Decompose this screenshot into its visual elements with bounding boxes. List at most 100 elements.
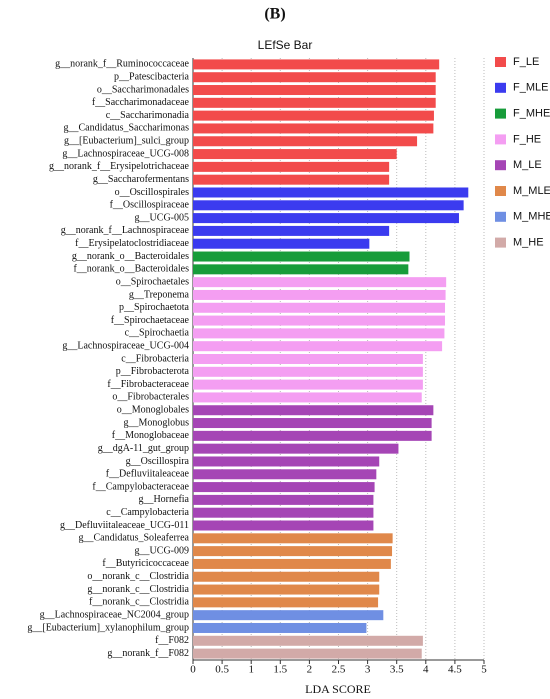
chart-subtitle: LEfSe Bar	[258, 38, 313, 52]
category-label: f__Butyricicoccaceae	[102, 558, 189, 569]
category-label: g__UCG-005	[135, 212, 189, 223]
category-label: g__Hornefia	[138, 494, 189, 505]
category-label: g__Lachnospiraceae_NC2004_group	[40, 609, 189, 620]
legend-swatch	[495, 160, 506, 171]
x-tick-label: 1	[248, 664, 254, 676]
category-label: g__dgA-11_gut_group	[98, 443, 189, 454]
category-label: g__Candidatus_Soleaferrea	[78, 533, 189, 544]
category-label: g__Lachnospiraceae_UCG-004	[62, 340, 189, 351]
category-label: c__Spirochaetia	[125, 328, 190, 339]
x-tick-label: 0	[190, 664, 196, 676]
category-label: g__Treponema	[129, 289, 190, 300]
bar	[193, 494, 374, 505]
chart-title: (B)	[264, 6, 285, 23]
x-tick-label: 0.5	[215, 664, 229, 676]
bar	[193, 251, 410, 262]
x-tick-label: 2.5	[332, 664, 346, 676]
category-label: p__Fibrobacterota	[116, 366, 190, 377]
legend-label: M_MLE	[513, 185, 550, 197]
x-tick-label: 4	[423, 664, 429, 676]
x-tick-label: 2	[307, 664, 313, 676]
x-tick-label: 3	[365, 664, 371, 676]
category-label: o__Spirochaetales	[116, 276, 189, 287]
bar	[193, 315, 446, 326]
bar	[193, 264, 409, 275]
bar	[193, 72, 436, 83]
bar	[193, 161, 390, 172]
bar	[193, 59, 440, 70]
legend-label: M_LE	[513, 159, 542, 171]
bar	[193, 571, 380, 582]
category-label: c__Campylobacteria	[106, 507, 189, 518]
bar	[193, 443, 399, 454]
category-label: f__Saccharimonadaceae	[92, 97, 190, 108]
bar	[193, 136, 418, 147]
category-label: p__Patescibacteria	[114, 72, 190, 83]
category-label: g__norank_f__F082	[107, 648, 189, 659]
bar	[193, 149, 397, 160]
bar	[193, 174, 390, 185]
category-label: g__[Eubacterium]_xylanophilum_group	[27, 622, 189, 633]
category-label: f__Fibrobacteraceae	[107, 379, 189, 390]
bar	[193, 277, 447, 288]
bar	[193, 392, 422, 403]
legend-label: M_MHE	[513, 211, 550, 223]
x-tick-label: 4.5	[448, 664, 462, 676]
category-label: f__norank_o__Bacteroidales	[73, 264, 189, 275]
legend-label: F_MHE	[513, 108, 550, 120]
bar	[193, 85, 436, 96]
bar	[193, 328, 445, 339]
bar	[193, 558, 391, 569]
category-label: g__[Eubacterium]_sulci_group	[64, 136, 189, 147]
x-tick-label: 5	[481, 664, 487, 676]
category-label: f__Campylobacteraceae	[92, 481, 189, 492]
legend-swatch	[495, 134, 506, 145]
category-label: o__Fibrobacterales	[112, 392, 189, 403]
legend-swatch	[495, 237, 506, 248]
legend-swatch	[495, 108, 506, 119]
category-label: o__Oscillospirales	[115, 187, 190, 198]
category-label: g__norank_c__Clostridia	[87, 584, 189, 595]
bar	[193, 200, 464, 211]
legend-swatch	[495, 82, 506, 93]
category-label: g__Candidatus_Saccharimonas	[63, 123, 189, 134]
category-label: c__Fibrobacteria	[121, 353, 189, 364]
category-label: g__Monoglobus	[123, 417, 189, 428]
category-label: g__Defluviitaleaceae_UCG-011	[60, 520, 189, 531]
legend-swatch	[495, 57, 506, 67]
bar	[193, 97, 436, 108]
category-label: o__Monoglobales	[117, 405, 189, 416]
legend-label: M_HE	[513, 237, 544, 249]
bar	[193, 289, 446, 300]
category-label: f__norank_c__Clostridia	[89, 597, 190, 608]
bar	[193, 597, 379, 608]
category-label: g__norank_f__Erysipelotrichaceae	[49, 161, 190, 172]
bar	[193, 456, 380, 467]
bar	[193, 533, 393, 544]
bar	[193, 482, 375, 493]
x-axis-label: LDA SCORE	[305, 682, 371, 696]
bar	[193, 546, 393, 557]
legend-label: F_LE	[513, 56, 539, 68]
category-label: g__UCG-009	[135, 545, 189, 556]
bar	[193, 430, 432, 441]
bar	[193, 584, 380, 595]
bar	[193, 110, 434, 121]
category-label: c__Saccharimonadia	[106, 110, 190, 121]
legend-label: F_MLE	[513, 82, 548, 94]
bar	[193, 213, 459, 224]
bar	[193, 405, 434, 416]
x-tick-label: 1.5	[273, 664, 287, 676]
category-label: g__norank_f__Lachnospiraceae	[61, 225, 190, 236]
category-label: f__Monoglobaceae	[112, 430, 190, 441]
bar	[193, 341, 443, 352]
category-label: o__Saccharimonadales	[97, 84, 189, 95]
category-label: g__Lachnospiraceae_UCG-008	[62, 148, 189, 159]
category-label: f__Oscillospiraceae	[110, 200, 190, 211]
bar	[193, 610, 384, 621]
bar	[193, 507, 374, 518]
bar	[193, 366, 423, 377]
category-label: g__Saccharofermentans	[93, 174, 189, 185]
bar	[193, 648, 422, 659]
